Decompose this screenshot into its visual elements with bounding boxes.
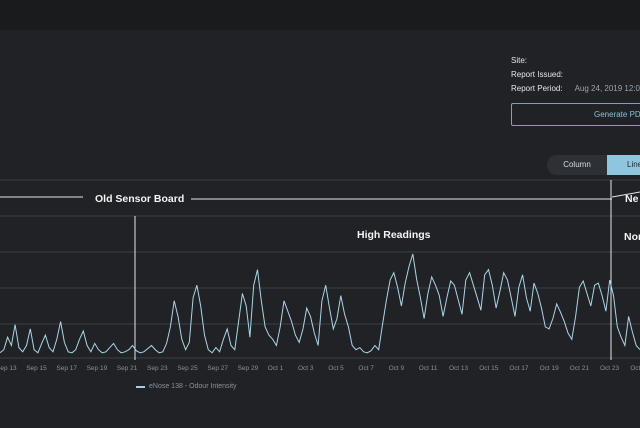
generate-pdf-button[interactable]: Generate PDF — [511, 103, 640, 126]
x-tick-label: Sep 25 — [177, 365, 198, 372]
report-meta: Site: Report Issued: Report Period: Aug 2… — [511, 56, 640, 98]
series-line-enose-138 — [0, 253, 640, 354]
x-tick-label: Oct 23 — [600, 365, 620, 372]
x-tick-label: Oct 11 — [419, 365, 438, 372]
legend-series-label: eNose 138 - Odour Intensity — [149, 383, 237, 390]
report-period-value: Aug 24, 2019 12:00 AM — [574, 84, 640, 93]
x-tick-label: Oct 7 — [358, 365, 374, 372]
x-tick-label: Sep 15 — [26, 365, 47, 372]
chart-legend[interactable]: eNose 138 - Odour Intensity — [136, 383, 237, 390]
x-tick-label: Oct 15 — [479, 365, 499, 372]
report-issued-label: Report Issued: — [511, 70, 564, 79]
x-tick-label: Sep 29 — [238, 365, 259, 372]
top-bar — [0, 0, 640, 30]
new-sensor-label: Ne — [625, 193, 639, 205]
report-period-label: Report Period: — [511, 84, 563, 93]
chart-gridlines — [0, 179, 640, 359]
x-axis-ticks: Sep 13 Sep 15 Sep 17 Sep 19 Sep 21 Sep 23 Sep … — [0, 365, 640, 372]
x-tick-label: Oct 19 — [540, 365, 560, 372]
x-tick-label: Oct 13 — [449, 365, 469, 372]
x-tick-label: Sep 17 — [56, 365, 77, 372]
x-tick-label: Sep 13 — [0, 365, 17, 372]
site-label: Site: — [511, 56, 528, 65]
x-tick-label: Oct 21 — [570, 365, 590, 372]
new-sensor-line — [611, 191, 640, 198]
x-tick-label: Oct 3 — [298, 365, 314, 372]
x-tick-label: Sep 19 — [87, 365, 108, 372]
x-tick-label: Sep 23 — [147, 365, 168, 372]
chart-annotations: Old Sensor Board High Readings Ne Nor — [0, 180, 640, 360]
series-group — [0, 253, 640, 354]
x-tick-label: Sep 27 — [207, 365, 228, 372]
report-panel — [0, 30, 640, 428]
column-toggle-button[interactable]: Column — [547, 155, 607, 175]
x-tick-label: Oct 9 — [389, 365, 405, 372]
x-tick-label: Oct 5 — [328, 365, 344, 372]
line-toggle-button[interactable]: Line — [607, 155, 640, 175]
x-tick-label: Oct 1 — [268, 365, 284, 372]
high-readings-label: High Readings — [357, 229, 431, 241]
x-tick-label: Oct 17 — [509, 365, 529, 372]
legend-swatch — [136, 385, 145, 388]
normal-label: Nor — [624, 231, 640, 243]
old-sensor-board-label: Old Sensor Board — [95, 193, 184, 205]
x-tick-label: Oct 25 — [630, 365, 640, 372]
x-tick-label: Sep 21 — [117, 365, 138, 372]
